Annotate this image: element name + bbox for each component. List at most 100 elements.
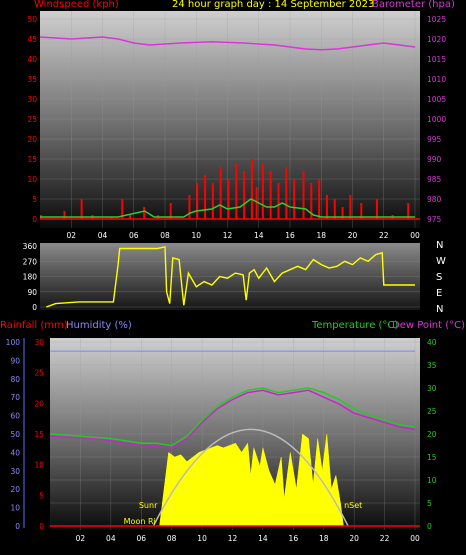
dewpoint-line <box>49 389 416 449</box>
temperature-x-tick-label: 22 <box>380 534 390 543</box>
windspeed-bar <box>325 195 328 219</box>
temperature-y-tick-label: 40 <box>427 338 437 347</box>
barometer-y-tick-label: 985 <box>427 175 442 184</box>
rain-y-tick-label: 15 <box>34 430 44 439</box>
humidity-y-tick-label: 10 <box>10 504 20 513</box>
barometer-y-tick-label: 995 <box>427 135 442 144</box>
wind-y-tick-label: 15 <box>27 155 37 164</box>
chart-title: 24 hour graph day : 14 September 2023 <box>172 0 375 10</box>
wind-x-tick-label: 20 <box>348 231 358 240</box>
direction-y-tick-label: 270 <box>23 257 38 266</box>
rain-y-tick-label: 20 <box>34 399 44 408</box>
windspeed-bar <box>333 199 336 219</box>
humidity-y-tick-label: 90 <box>10 356 20 365</box>
wind-x-tick-label: 02 <box>66 231 76 240</box>
windspeed-bar <box>360 203 363 219</box>
windspeed-bar <box>243 171 246 219</box>
wind-x-tick-label: 10 <box>191 231 201 240</box>
windspeed-bar <box>80 199 83 219</box>
temperature-x-tick-label: 08 <box>167 534 177 543</box>
rain-y-tick-label: 5 <box>39 491 44 500</box>
humidity-y-tick-label: 50 <box>10 430 20 439</box>
wind-x-tick-label: 14 <box>254 231 264 240</box>
rain-y-tick-label: 10 <box>34 461 44 470</box>
wind-x-tick-label: 00 <box>410 231 420 240</box>
compass-label: S <box>436 272 442 283</box>
humidity-y-tick-label: 60 <box>10 412 20 421</box>
wind-x-tick-label: 04 <box>98 231 108 240</box>
sun-arc <box>152 428 349 527</box>
windspeed-bar <box>349 195 352 219</box>
temperature-x-tick-label: 00 <box>410 534 420 543</box>
direction-y-tick-label: 90 <box>27 288 37 297</box>
temperature-axis-title: Temperature (°C) <box>312 320 399 331</box>
barometer-y-tick-label: 1020 <box>427 35 446 44</box>
windspeed-bar <box>121 199 124 219</box>
windspeed-bar <box>204 175 207 219</box>
temperature-y-tick-label: 15 <box>427 453 437 462</box>
barometer-y-tick-label: 1015 <box>427 55 446 64</box>
windspeed-bar <box>196 183 199 219</box>
direction-y-tick-label: 360 <box>23 242 38 251</box>
rain-y-tick-label: 25 <box>34 369 44 378</box>
windspeed-bar <box>188 195 191 219</box>
windspeed-bar <box>310 183 313 219</box>
windspeed-bar <box>250 159 253 219</box>
wind-y-tick-label: 45 <box>27 35 37 44</box>
windspeed-bar <box>407 203 410 219</box>
rain-y-tick-label: 30 <box>34 338 44 347</box>
wind-x-tick-label: 08 <box>160 231 170 240</box>
direction-y-tick-label: 0 <box>32 303 37 312</box>
barometer-y-tick-label: 1010 <box>427 75 446 84</box>
compass-label: E <box>436 288 442 299</box>
barometer-axis-title: Barometer (hpa) <box>372 0 455 10</box>
temperature-y-tick-label: 5 <box>427 499 432 508</box>
humidity-axis-title: Humidity (%) <box>66 320 132 331</box>
windspeed-bar <box>219 167 222 219</box>
windspeed-bar <box>110 217 113 219</box>
wind-plot-area <box>40 11 420 228</box>
moonrise-label: Moon Ri <box>124 517 156 526</box>
windspeed-bar <box>285 167 288 219</box>
wind-x-tick-label: 06 <box>129 231 139 240</box>
wind-x-tick-label: 12 <box>223 231 233 240</box>
temperature-x-tick-label: 02 <box>76 534 86 543</box>
sunset-label: nSet <box>344 501 362 510</box>
humidity-y-tick-label: 20 <box>10 485 20 494</box>
temperature-x-tick-label: 16 <box>289 534 299 543</box>
wind-y-tick-label: 30 <box>27 95 37 104</box>
barometer-y-tick-label: 990 <box>427 155 442 164</box>
wind-x-tick-label: 16 <box>285 231 295 240</box>
barometer-y-tick-label: 1000 <box>427 115 446 124</box>
temperature-y-tick-label: 20 <box>427 430 437 439</box>
windspeed-bar <box>318 179 321 219</box>
direction-y-tick-label: 180 <box>23 273 38 282</box>
temperature-x-tick-label: 20 <box>349 534 359 543</box>
temperature-x-tick-label: 10 <box>197 534 207 543</box>
rainfall-axis-title: Rainfall (mm) <box>0 320 68 331</box>
temperature-x-tick-label: 18 <box>319 534 329 543</box>
dewpoint-axis-title: Dew Point (°C) <box>392 320 466 331</box>
windspeed-bar <box>269 171 272 219</box>
temperature-x-tick-label: 06 <box>136 534 146 543</box>
humidity-y-tick-label: 40 <box>10 448 20 457</box>
barometer-y-tick-label: 980 <box>427 195 442 204</box>
rain-y-tick-label: 0 <box>39 522 44 531</box>
humidity-y-tick-label: 0 <box>15 522 20 531</box>
barometer-line <box>39 36 416 51</box>
windspeed-bar <box>211 183 214 219</box>
wind-y-tick-label: 25 <box>27 115 37 124</box>
temperature-y-tick-label: 35 <box>427 361 437 370</box>
humidity-y-tick-label: 30 <box>10 467 20 476</box>
compass-label: N <box>436 240 443 251</box>
wind-y-tick-label: 20 <box>27 135 37 144</box>
humidity-y-tick-label: 100 <box>6 338 21 347</box>
temperature-x-tick-label: 12 <box>228 534 238 543</box>
temperature-line <box>49 387 416 447</box>
wind-y-tick-label: 40 <box>27 55 37 64</box>
windspeed-bar <box>255 187 258 219</box>
windspeed-bar <box>227 179 230 219</box>
barometer-y-tick-label: 975 <box>427 215 442 224</box>
barometer-y-tick-label: 1025 <box>427 15 446 24</box>
